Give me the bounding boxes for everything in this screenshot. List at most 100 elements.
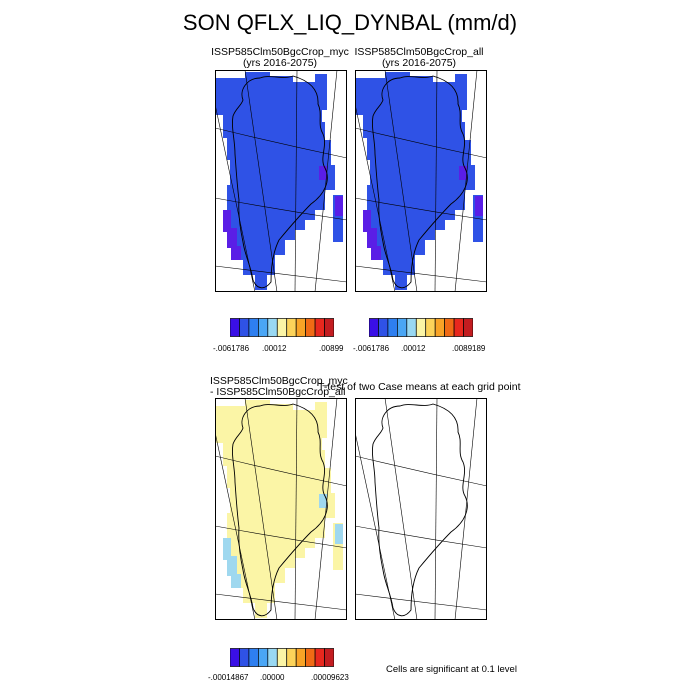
colorbar-swatch <box>314 648 325 667</box>
latitude-line <box>355 197 487 221</box>
colorbar-swatch <box>248 648 259 667</box>
edge-cell <box>367 228 377 248</box>
colorbar-all <box>369 318 473 337</box>
longitude-line <box>454 398 478 620</box>
latitude-line <box>215 197 347 221</box>
map-frame <box>215 70 347 292</box>
panel-title-line2: (yrs 2016-2075) <box>242 57 318 69</box>
colorbar-swatch <box>387 318 398 337</box>
colorbar-label: .00009623 <box>311 673 349 682</box>
panel-title-line1: T-test of two Case means at each grid po… <box>318 381 521 393</box>
colorbar-label: .00899 <box>319 344 344 353</box>
edge-cell <box>227 228 237 248</box>
colorbar-swatch <box>276 318 288 337</box>
map-frame <box>355 398 487 620</box>
colorbar-swatch <box>267 648 278 667</box>
edge-cell <box>223 538 231 560</box>
page-title: SON QFLX_LIQ_DYNBAL (mm/d) <box>182 10 518 35</box>
colorbar-swatch <box>286 648 297 667</box>
colorbar-swatch <box>463 318 473 337</box>
colorbar-swatch <box>324 318 334 337</box>
edge-cell <box>371 246 381 260</box>
longitude-line <box>314 398 338 620</box>
latitude-line <box>355 525 487 549</box>
longitude-line <box>244 70 278 292</box>
colorbar-swatch <box>425 318 436 337</box>
colorbar-swatch <box>239 648 250 667</box>
colorbar-label: -.00014867 <box>208 673 249 682</box>
latitude-line <box>355 593 487 611</box>
colorbar-swatch <box>434 318 445 337</box>
significance-note: Cells are significant at 0.1 level <box>386 664 517 675</box>
edge-cell <box>231 246 241 260</box>
latitude-line <box>355 265 487 283</box>
map-panel-all <box>355 70 487 292</box>
colorbar-swatch <box>305 648 316 667</box>
colorbar-swatch <box>397 318 408 337</box>
colorbar-swatch <box>276 648 288 667</box>
map-frame <box>355 70 487 292</box>
panel-title-ttest: T-test of two Case means at each grid po… <box>318 382 521 393</box>
map-frame <box>215 398 347 620</box>
colorbar-swatch <box>248 318 259 337</box>
gridded-field <box>215 400 335 618</box>
colorbar-swatch <box>415 318 427 337</box>
colorbar-swatch <box>324 648 334 667</box>
longitude-line <box>294 70 298 292</box>
colorbar-swatch <box>305 318 316 337</box>
panel-title-diff: ISSP585Clm50BgcCrop_myc - ISSP585Clm50Bg… <box>210 376 348 398</box>
colorbar-label: .00012 <box>401 344 426 353</box>
latitude-line <box>215 127 347 159</box>
longitude-line <box>384 70 418 292</box>
longitude-line <box>384 398 418 620</box>
colorbar-swatch <box>314 318 325 337</box>
gridded-field <box>215 72 335 290</box>
latitude-line <box>355 127 487 159</box>
colorbar-swatch <box>230 648 240 667</box>
panel-title-line2: - ISSP585Clm50BgcCrop_all <box>210 386 346 398</box>
edge-cell <box>335 524 343 544</box>
colorbar-swatch <box>295 648 306 667</box>
longitude-line <box>454 70 478 292</box>
panel-title-line2: (yrs 2016-2075) <box>381 57 457 69</box>
latitude-line <box>215 455 347 487</box>
panel-title-line1: ISSP585Clm50BgcCrop_myc <box>210 375 348 387</box>
longitude-line <box>434 70 438 292</box>
colorbar-label: .0089189 <box>452 344 486 353</box>
colorbar-swatch <box>406 318 417 337</box>
map-panel-diff <box>215 398 347 620</box>
map-panel-ttest <box>355 398 487 620</box>
edge-cell <box>475 196 483 216</box>
map-group <box>355 398 487 620</box>
colorbar-swatch <box>369 318 379 337</box>
gridded-field <box>355 72 475 290</box>
colorbar-swatch <box>258 318 269 337</box>
edge-cell <box>319 494 327 508</box>
longitude-line <box>314 70 338 292</box>
longitude-line <box>244 398 278 620</box>
colorbar-swatch <box>295 318 306 337</box>
colorbar-swatch <box>453 318 464 337</box>
edge-cell <box>319 166 327 180</box>
greenland-coastline <box>232 75 328 289</box>
latitude-line <box>215 593 347 611</box>
latitude-line <box>215 525 347 549</box>
colorbar-label: -.0061786 <box>353 344 390 353</box>
colorbar-swatch <box>286 318 297 337</box>
colorbar-swatch <box>267 318 278 337</box>
edge-cell <box>335 196 343 216</box>
longitude-line <box>294 398 298 620</box>
colorbar-swatch <box>378 318 389 337</box>
edge-cell <box>227 556 237 576</box>
edge-cell <box>231 574 241 588</box>
colorbar-diff <box>230 648 334 667</box>
panel-title-all: ISSP585Clm50BgcCrop_all (yrs 2016-2075) <box>344 47 494 69</box>
map-group <box>355 70 487 292</box>
latitude-line <box>355 455 487 487</box>
panel-title-line1: ISSP585Clm50BgcCrop_myc <box>211 46 349 58</box>
colorbar-label: .00000 <box>260 673 285 682</box>
colorbar-myc <box>230 318 334 337</box>
colorbar-swatch <box>230 318 240 337</box>
panel-title-myc: ISSP585Clm50BgcCrop_myc (yrs 2016-2075) <box>205 47 355 69</box>
colorbar-swatch <box>444 318 455 337</box>
